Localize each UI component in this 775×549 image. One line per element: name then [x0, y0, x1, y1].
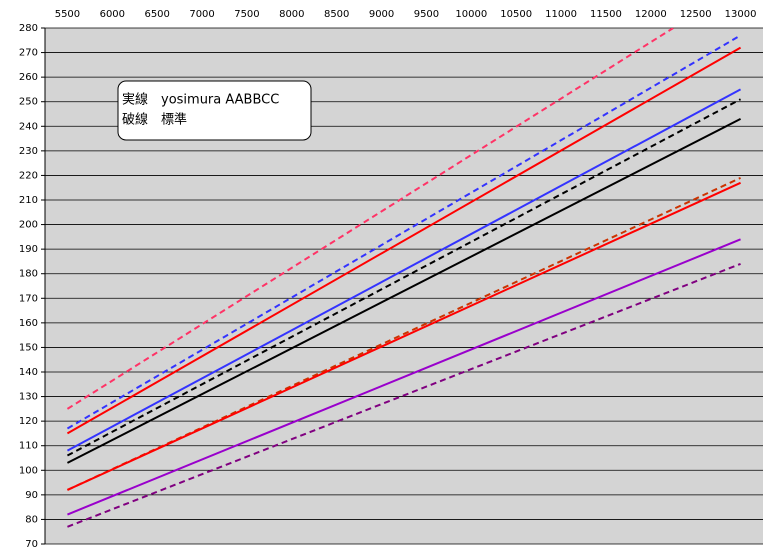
- x-tick-label: 12000: [635, 9, 667, 20]
- y-tick-label: 110: [19, 441, 38, 452]
- series-line: [67, 262, 741, 528]
- y-tick-label: 90: [25, 490, 38, 501]
- x-tick-label: 8500: [324, 9, 349, 20]
- series-line: [66, 46, 742, 435]
- y-tick-label: 140: [19, 367, 38, 378]
- y-tick-label: 120: [19, 416, 38, 427]
- annotation: 破線 標準: [122, 112, 187, 128]
- x-tick-label: 11000: [545, 9, 577, 20]
- x-tick-label: 9500: [414, 9, 439, 20]
- y-tick-label: 240: [19, 121, 38, 132]
- x-tick-label: 7500: [234, 9, 259, 20]
- series-line: [67, 238, 741, 516]
- series-line: [66, 98, 742, 457]
- x-tick-label: 13000: [725, 9, 757, 20]
- x-tick-label: 9000: [369, 9, 394, 20]
- x-tick-label: 5500: [55, 9, 80, 20]
- series-line: [67, 181, 741, 491]
- x-tick-label: 6000: [100, 9, 125, 20]
- y-tick-label: 260: [19, 72, 38, 83]
- y-tick-label: 220: [19, 170, 38, 181]
- x-tick-label: 7000: [189, 9, 214, 20]
- x-tick-label: 8000: [279, 9, 304, 20]
- series-line: [66, 118, 742, 464]
- x-tick-label: 11500: [590, 9, 622, 20]
- y-tick-label: 170: [19, 293, 38, 304]
- y-tick-label: 100: [19, 465, 38, 476]
- series-line: [66, 88, 742, 452]
- y-tick-label: 190: [19, 244, 38, 255]
- x-tick-label: 10000: [455, 9, 487, 20]
- y-tick-label: 280: [19, 23, 38, 34]
- y-tick-label: 210: [19, 195, 38, 206]
- annotation: 実線 yosimura AABBCC: [122, 92, 279, 108]
- y-tick-label: 130: [19, 392, 38, 403]
- y-tick-label: 250: [19, 97, 38, 108]
- x-tick-label: 6500: [144, 9, 169, 20]
- y-tick-label: 200: [19, 220, 38, 231]
- y-tick-label: 70: [25, 539, 38, 549]
- y-tick-label: 180: [19, 269, 38, 280]
- lines: [66, 28, 742, 528]
- y-tick-label: 80: [25, 514, 38, 525]
- y-tick-label: 160: [19, 318, 38, 329]
- y-tick-label: 270: [19, 48, 38, 59]
- annotation-box: [117, 80, 312, 141]
- x-tick-label: 10500: [500, 9, 532, 20]
- y-tick-label: 230: [19, 146, 38, 157]
- x-tick-label: 12500: [680, 9, 712, 20]
- y-tick-label: 150: [19, 342, 38, 353]
